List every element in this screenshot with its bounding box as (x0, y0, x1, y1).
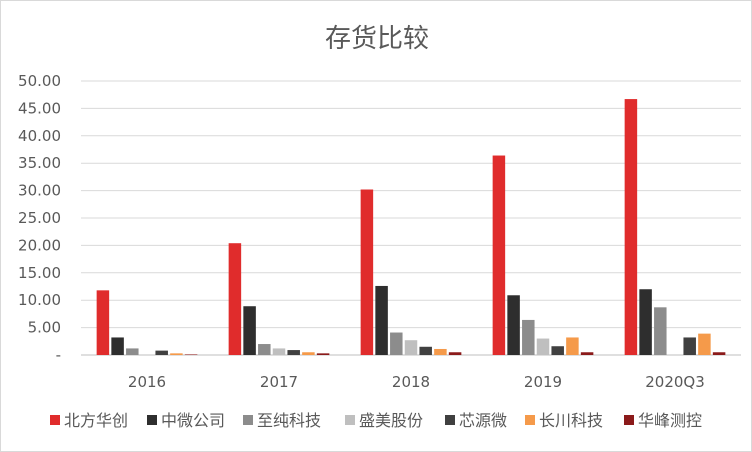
bar (228, 243, 242, 355)
bar (434, 348, 447, 355)
bars (96, 99, 726, 355)
bar (272, 348, 286, 355)
y-tick-label: 45.00 (18, 99, 61, 117)
y-tick-label: 35.00 (18, 154, 61, 172)
bar (566, 337, 579, 355)
x-category-label: 2019 (524, 373, 562, 391)
legend-label: 盛美股份 (359, 411, 423, 430)
bar (155, 350, 168, 355)
bar (96, 290, 110, 355)
legend-label: 至纯科技 (257, 411, 321, 430)
bar (536, 338, 550, 355)
legend-label: 北方华创 (64, 411, 128, 430)
bar (507, 295, 520, 355)
bar (375, 285, 388, 355)
legend-swatch (50, 415, 60, 425)
bar (712, 352, 726, 355)
bar (580, 352, 594, 355)
bar (302, 352, 315, 355)
bar (551, 346, 564, 355)
x-category-label: 2016 (128, 373, 166, 391)
bar (624, 99, 638, 355)
legend: 北方华创 中微公司 至纯科技 盛美股份 芯源微 长川科技 华峰测控 (50, 411, 702, 430)
bar (404, 340, 418, 355)
bar (184, 354, 198, 355)
y-axis-ticks: - 5.00 10.00 15.00 20.00 25.00 30.00 35.00 40.00… (18, 72, 61, 364)
y-tick-label: 50.00 (18, 72, 61, 90)
x-category-label: 2018 (392, 373, 430, 391)
legend-label: 中微公司 (161, 411, 225, 430)
bar (522, 319, 535, 355)
legend-swatch (345, 415, 355, 425)
bar (316, 353, 330, 355)
y-tick-label: 10.00 (18, 291, 61, 309)
bar (419, 346, 432, 355)
chart-title: 存货比较 (325, 24, 429, 54)
y-tick-label: - (56, 346, 61, 364)
y-tick-label: 20.00 (18, 236, 61, 254)
bar (126, 348, 139, 355)
legend-swatch (147, 415, 157, 425)
bar (390, 332, 403, 355)
legend-swatch (445, 415, 455, 425)
y-tick-label: 25.00 (18, 209, 61, 227)
y-tick-label: 40.00 (18, 127, 61, 145)
legend-swatch (525, 415, 535, 425)
legend-label: 芯源微 (459, 411, 507, 430)
x-axis-categories: 2016 2017 2018 2019 2020Q3 (128, 373, 705, 391)
bar (360, 189, 374, 355)
bar (492, 155, 506, 355)
y-tick-label: 15.00 (18, 264, 61, 282)
y-tick-label: 5.00 (28, 319, 61, 337)
bar (683, 337, 696, 355)
bar (170, 353, 183, 355)
bar (243, 306, 256, 355)
bar (654, 307, 667, 355)
legend-label: 长川科技 (539, 411, 603, 430)
bar (287, 350, 300, 355)
bar (639, 289, 652, 355)
bar (111, 337, 124, 355)
legend-swatch (624, 415, 634, 425)
x-category-label: 2017 (260, 373, 298, 391)
bar (258, 344, 271, 355)
legend-label: 华峰测控 (638, 411, 702, 430)
x-category-label: 2020Q3 (645, 373, 705, 391)
legend-swatch (243, 415, 253, 425)
bar (448, 352, 462, 355)
y-tick-label: 30.00 (18, 182, 61, 200)
bar (698, 333, 711, 355)
